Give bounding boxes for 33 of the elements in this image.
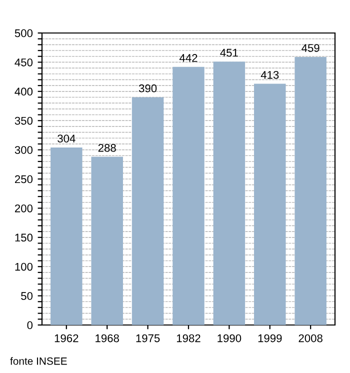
x-tick-label: 1982: [176, 334, 200, 342]
x-tick-label: 1968: [96, 334, 119, 342]
bar: [254, 84, 286, 325]
y-tick-label: 100: [15, 262, 33, 271]
y-tick-label: 0: [27, 321, 33, 330]
source-note: fonte INSEE: [10, 357, 67, 365]
x-tick-label: 1990: [218, 334, 242, 342]
y-tick-label: 400: [14, 88, 33, 96]
y-tick-label: 450: [14, 58, 33, 66]
data-label: 413: [260, 70, 279, 79]
y-tick-label: 150: [15, 234, 33, 242]
y-tick-label: 250: [14, 175, 33, 184]
bar: [213, 62, 246, 325]
data-label: 459: [302, 44, 320, 52]
x-tick-label: 2008: [298, 334, 322, 342]
y-tick-label: 300: [14, 146, 33, 154]
y-tick-label: 200: [14, 204, 33, 212]
data-label: 288: [98, 144, 116, 152]
bar: [50, 147, 82, 325]
x-tick-label: 1999: [258, 334, 282, 342]
data-label: 390: [138, 84, 157, 92]
x-tick-label: 1975: [136, 334, 160, 342]
data-label: 442: [179, 54, 198, 62]
data-label: 451: [220, 48, 238, 57]
y-tick-label: 50: [21, 292, 33, 300]
bar: [294, 56, 326, 325]
bar: [91, 156, 123, 325]
y-tick-label: 350: [14, 116, 33, 125]
bar: [132, 97, 164, 325]
y-tick-label: 500: [14, 29, 33, 38]
bar: [172, 66, 204, 325]
data-label: 304: [58, 134, 76, 142]
x-tick-label: 1962: [54, 334, 78, 342]
